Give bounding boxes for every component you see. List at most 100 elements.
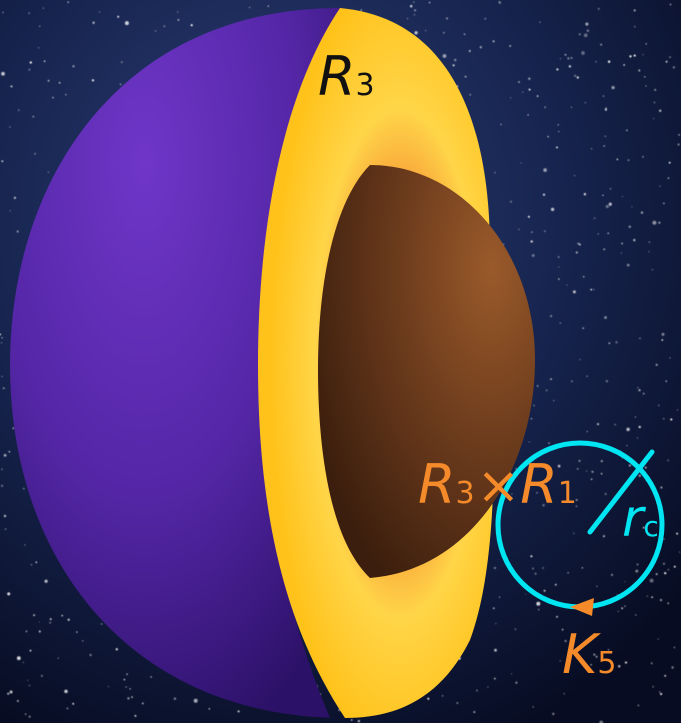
star xyxy=(533,404,535,407)
star xyxy=(658,109,662,113)
star xyxy=(558,278,560,280)
star xyxy=(150,676,152,678)
star xyxy=(427,697,430,700)
star xyxy=(655,363,658,366)
star xyxy=(16,230,19,233)
star xyxy=(634,416,636,418)
star xyxy=(638,474,641,477)
star xyxy=(673,565,676,568)
star xyxy=(577,468,579,470)
star xyxy=(642,526,645,529)
star xyxy=(82,640,84,642)
star xyxy=(9,210,11,212)
star xyxy=(4,528,7,530)
star xyxy=(237,710,240,713)
star xyxy=(559,57,562,60)
star xyxy=(669,56,671,58)
star xyxy=(1,337,3,339)
star xyxy=(33,614,36,617)
star xyxy=(410,5,413,8)
star xyxy=(476,689,478,692)
star xyxy=(604,492,607,496)
star xyxy=(532,567,534,570)
star xyxy=(657,404,660,407)
star xyxy=(428,1,431,4)
star xyxy=(25,630,28,633)
star xyxy=(611,85,615,90)
star xyxy=(637,387,639,389)
star xyxy=(614,423,616,426)
star xyxy=(637,704,640,707)
star xyxy=(117,15,120,18)
star xyxy=(662,562,666,565)
star xyxy=(570,57,573,59)
star xyxy=(583,33,588,38)
star xyxy=(43,60,46,62)
star xyxy=(573,174,576,177)
star xyxy=(548,442,550,444)
star xyxy=(8,451,11,453)
star xyxy=(648,250,650,253)
star xyxy=(654,88,657,91)
star xyxy=(652,685,654,688)
star xyxy=(663,202,665,205)
star xyxy=(556,615,558,618)
star xyxy=(443,31,445,34)
star xyxy=(605,204,609,209)
star xyxy=(668,161,671,164)
star xyxy=(649,578,654,583)
star xyxy=(29,61,32,64)
star xyxy=(651,269,654,271)
star xyxy=(76,631,78,633)
star xyxy=(47,79,50,82)
star xyxy=(655,573,658,576)
star xyxy=(593,653,596,656)
star xyxy=(554,583,557,586)
star xyxy=(518,81,520,83)
star xyxy=(575,251,578,254)
outer-shell xyxy=(10,8,345,718)
star xyxy=(413,1,415,3)
star xyxy=(177,18,180,21)
star xyxy=(546,494,550,497)
star xyxy=(586,431,588,433)
star xyxy=(602,194,604,197)
star xyxy=(72,702,75,705)
star xyxy=(542,504,545,507)
star xyxy=(525,593,527,595)
star xyxy=(44,579,48,583)
star xyxy=(42,7,45,9)
star xyxy=(669,3,672,6)
star xyxy=(190,24,193,27)
star xyxy=(536,95,539,97)
star xyxy=(567,572,569,574)
star xyxy=(559,322,562,324)
star xyxy=(635,614,637,616)
star xyxy=(645,85,647,87)
star xyxy=(468,50,471,52)
star xyxy=(563,693,565,695)
star xyxy=(1,375,3,378)
star xyxy=(659,185,661,187)
star xyxy=(678,134,680,136)
star xyxy=(557,124,559,126)
star xyxy=(568,65,572,68)
star xyxy=(72,65,75,68)
star xyxy=(406,17,409,20)
star xyxy=(479,46,482,49)
star xyxy=(603,248,606,251)
star xyxy=(638,425,641,429)
star xyxy=(12,427,15,430)
star xyxy=(559,660,561,662)
star xyxy=(584,102,586,104)
star xyxy=(28,68,31,71)
star xyxy=(658,221,661,224)
star xyxy=(664,572,667,575)
star xyxy=(582,327,585,330)
star xyxy=(22,487,25,490)
star xyxy=(590,288,592,291)
star xyxy=(0,333,2,336)
star xyxy=(530,240,533,243)
